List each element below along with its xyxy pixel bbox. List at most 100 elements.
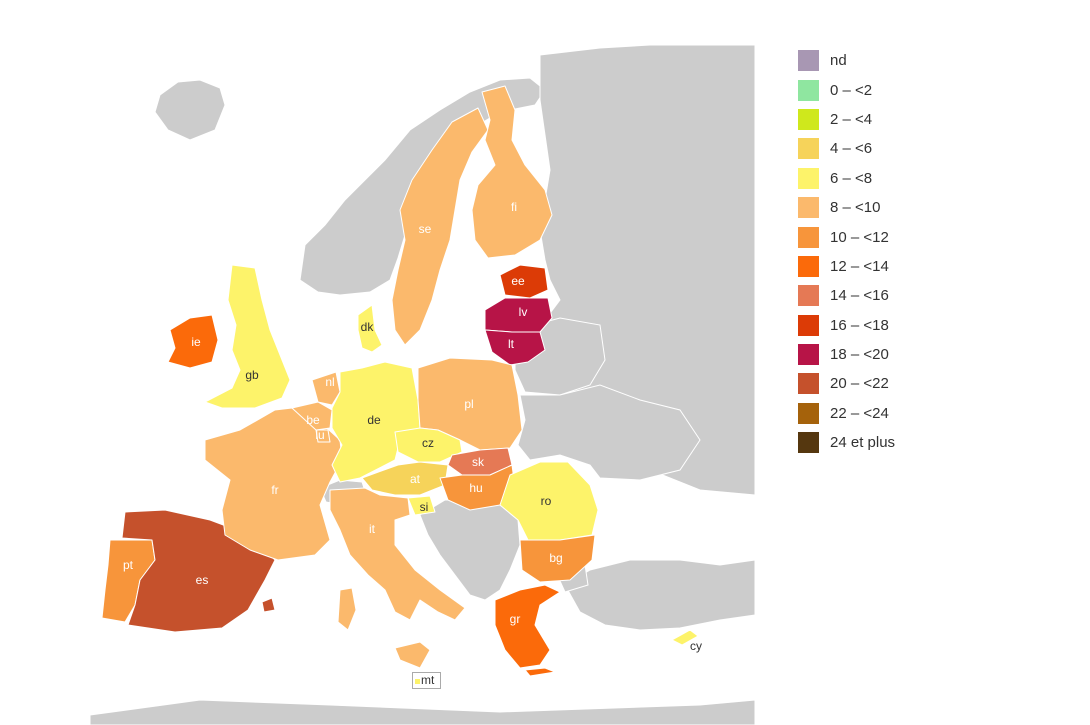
country-fr[interactable]	[204, 407, 343, 561]
legend-swatch	[798, 138, 819, 160]
balkans-shape	[419, 499, 521, 601]
legend-label: 18 – <20	[830, 346, 889, 364]
malta-inset-label: mt	[412, 672, 441, 689]
country-lu[interactable]	[315, 429, 331, 443]
label-fi: fi	[511, 200, 517, 214]
country-cz[interactable]	[394, 427, 463, 463]
label-fr: fr	[271, 483, 278, 497]
country-gr[interactable]	[494, 584, 561, 669]
country-fi[interactable]	[471, 85, 553, 259]
legend-swatch	[798, 79, 819, 101]
legend-label: 8 – <10	[830, 199, 881, 217]
label-bg: bg	[549, 551, 562, 565]
legend-item[interactable]: 2 – <4	[798, 105, 895, 134]
legend-item[interactable]: 20 – <22	[798, 369, 895, 398]
legend-label: 12 – <14	[830, 257, 889, 275]
label-es: es	[196, 573, 209, 587]
country-de[interactable]	[331, 361, 421, 483]
legend-label: 2 – <4	[830, 110, 873, 128]
legend-item[interactable]: nd	[798, 46, 895, 75]
label-pl: pl	[464, 397, 473, 411]
country-ie[interactable]	[167, 314, 219, 369]
ukraine-shape	[517, 384, 701, 481]
label-gr: gr	[510, 612, 521, 626]
country-gr-crete[interactable]	[524, 667, 556, 677]
label-de: de	[367, 413, 381, 427]
legend-item[interactable]: 24 et plus	[798, 428, 895, 457]
label-pt: pt	[123, 558, 134, 572]
label-ee: ee	[511, 274, 525, 288]
legend: nd 0 – <2 2 – <4 4 – <6 6 – <8 8 – <10 10 – <1…	[798, 46, 895, 457]
africa-shape	[89, 699, 756, 725]
country-es-baleares[interactable]	[261, 597, 276, 613]
countries-layer	[101, 85, 699, 685]
legend-label: 16 – <18	[830, 316, 889, 334]
label-mt: mt	[421, 673, 435, 687]
legend-item[interactable]: 6 – <8	[798, 164, 895, 193]
legend-item[interactable]: 12 – <14	[798, 252, 895, 281]
country-dk[interactable]	[357, 304, 383, 353]
country-nl[interactable]	[311, 371, 341, 406]
label-be: be	[306, 413, 320, 427]
country-it-sicily[interactable]	[394, 641, 431, 669]
legend-item[interactable]: 22 – <24	[798, 399, 895, 428]
legend-label: 20 – <22	[830, 375, 889, 393]
country-labels: ie gb pt es fr be lu nl de dk se fi ee l…	[123, 200, 702, 653]
legend-swatch	[798, 197, 819, 219]
legend-label: 4 – <6	[830, 140, 873, 158]
legend-item[interactable]: 4 – <6	[798, 134, 895, 163]
malta-marker	[415, 679, 420, 684]
label-lu: lu	[315, 428, 324, 442]
country-gb[interactable]	[204, 264, 291, 409]
label-se: se	[419, 222, 432, 236]
label-dk: dk	[361, 320, 375, 334]
label-ie: ie	[191, 335, 201, 349]
label-it: it	[369, 522, 376, 536]
label-gb: gb	[245, 368, 259, 382]
legend-item[interactable]: 10 – <12	[798, 222, 895, 251]
legend-label: 14 – <16	[830, 287, 889, 305]
country-se[interactable]	[391, 107, 489, 346]
legend-item[interactable]: 8 – <10	[798, 193, 895, 222]
legend-label: nd	[830, 52, 847, 70]
legend-swatch	[798, 108, 819, 130]
legend-item[interactable]: 16 – <18	[798, 311, 895, 340]
background-land	[89, 44, 756, 725]
country-be[interactable]	[291, 401, 333, 431]
label-lt: lt	[508, 337, 515, 351]
legend-item[interactable]: 14 – <16	[798, 281, 895, 310]
legend-swatch	[798, 255, 819, 277]
legend-label: 24 et plus	[830, 434, 896, 452]
legend-item[interactable]: 0 – <2	[798, 75, 895, 104]
legend-swatch	[798, 50, 819, 72]
legend-swatch	[798, 344, 819, 366]
legend-swatch	[798, 285, 819, 307]
legend-swatch	[798, 167, 819, 189]
country-bg[interactable]	[519, 534, 596, 583]
label-ro: ro	[541, 494, 552, 508]
country-cy[interactable]	[671, 629, 699, 646]
label-sk: sk	[472, 455, 485, 469]
country-si[interactable]	[407, 495, 436, 516]
legend-swatch	[798, 402, 819, 424]
legend-swatch	[798, 432, 819, 454]
label-lv: lv	[519, 305, 528, 319]
country-ee[interactable]	[499, 264, 549, 299]
label-cz: cz	[422, 436, 434, 450]
label-at: at	[410, 472, 421, 486]
legend-label: 6 – <8	[830, 169, 873, 187]
label-si: si	[420, 500, 429, 514]
legend-label: 10 – <12	[830, 228, 889, 246]
iceland-shape	[154, 79, 226, 141]
label-nl: nl	[325, 375, 334, 389]
country-it[interactable]	[329, 487, 466, 621]
label-hu: hu	[469, 481, 482, 495]
label-cy: cy	[690, 639, 702, 653]
legend-label: 0 – <2	[830, 81, 873, 99]
country-lt[interactable]	[484, 329, 546, 366]
turkey-shape	[564, 559, 756, 631]
legend-swatch	[798, 314, 819, 336]
country-it-sardinia[interactable]	[337, 587, 357, 631]
legend-item[interactable]: 18 – <20	[798, 340, 895, 369]
